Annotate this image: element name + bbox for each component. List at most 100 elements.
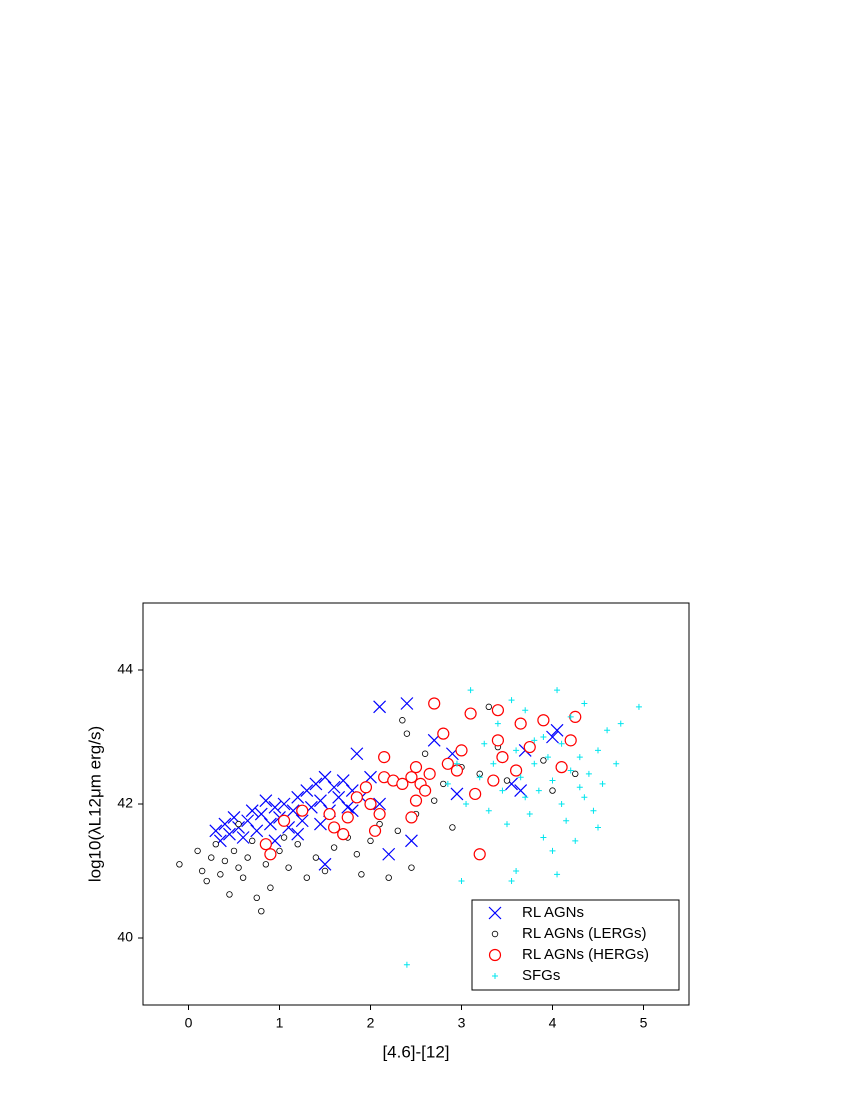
x-marker: [546, 730, 559, 744]
x-tick-label: 0: [185, 1015, 193, 1031]
plus-marker: [531, 760, 538, 767]
circle-marker: [491, 704, 504, 717]
plus-marker: [558, 801, 565, 807]
x-tick-label: 2: [367, 1015, 375, 1031]
plus-marker: [492, 973, 498, 979]
small-circle-marker: [276, 847, 283, 855]
x-tick-label: 1: [276, 1015, 284, 1031]
x-marker: [218, 817, 232, 831]
plus-marker: [604, 727, 611, 734]
x-marker: [286, 804, 300, 818]
x-marker: [318, 770, 332, 784]
x-marker: [382, 847, 396, 861]
plus-marker: [558, 740, 565, 747]
small-circle-marker: [258, 908, 265, 915]
plus-marker: [576, 784, 583, 791]
plus-marker: [581, 700, 588, 707]
circle-marker: [373, 807, 386, 821]
x-marker: [241, 814, 255, 828]
x-marker: [291, 790, 305, 804]
small-circle-marker: [403, 730, 411, 737]
circle-marker: [419, 784, 432, 797]
plus-marker: [522, 707, 529, 714]
small-circle-marker: [367, 837, 374, 845]
small-circle-marker: [572, 770, 579, 778]
x-marker: [254, 807, 268, 821]
plus-marker: [613, 760, 620, 767]
small-circle-marker: [399, 717, 406, 724]
small-circle-marker: [408, 864, 415, 871]
small-circle-marker: [330, 844, 338, 851]
x-marker: [250, 824, 264, 838]
x-marker: [263, 817, 277, 831]
small-circle-marker: [549, 787, 556, 794]
plus-marker: [535, 787, 542, 794]
x-marker: [245, 804, 259, 818]
plus-marker: [513, 747, 520, 754]
small-circle-marker: [503, 777, 511, 784]
x-marker: [268, 800, 282, 814]
small-circle-marker: [208, 854, 215, 861]
circle-marker: [378, 750, 391, 764]
legend-label: RL AGNs (HERGs): [522, 946, 649, 963]
small-circle-marker: [280, 834, 288, 841]
plus-marker: [585, 770, 592, 777]
small-circle-marker: [244, 854, 251, 861]
small-circle-marker: [203, 877, 210, 885]
x-marker: [327, 780, 341, 794]
small-circle-marker: [321, 867, 329, 875]
x-marker: [405, 834, 418, 848]
small-circle-marker: [239, 874, 247, 881]
plus-marker: [549, 777, 556, 784]
plus-marker: [481, 740, 488, 747]
circle-marker: [537, 714, 550, 727]
plus-marker: [490, 760, 497, 767]
circle-marker: [464, 707, 477, 720]
circle-marker: [368, 824, 382, 837]
legend-label: RL AGNs: [522, 904, 584, 921]
x-marker: [550, 723, 564, 737]
circle-marker: [359, 781, 373, 794]
circle-marker: [396, 777, 409, 791]
circle-marker: [364, 797, 377, 811]
small-circle-marker: [421, 750, 429, 757]
small-circle-marker: [226, 891, 233, 898]
plus-marker: [504, 821, 510, 828]
plus-marker: [494, 720, 501, 727]
plus-marker: [444, 780, 451, 787]
x-marker: [295, 814, 309, 828]
small-circle-marker: [358, 871, 365, 878]
circle-marker: [509, 764, 523, 777]
small-circle-marker: [449, 824, 456, 831]
small-circle-marker: [312, 854, 320, 861]
circle-marker: [496, 750, 509, 764]
plus-marker: [595, 824, 601, 831]
x-marker: [314, 817, 327, 831]
y-tick-label: 44: [117, 661, 133, 677]
plus-marker: [531, 737, 538, 744]
small-circle-marker: [431, 797, 438, 804]
plus-marker: [595, 747, 601, 754]
x-marker: [332, 790, 346, 804]
circle-marker: [487, 774, 500, 787]
small-circle-marker: [394, 827, 401, 834]
plus-marker: [590, 807, 597, 814]
plus-marker: [572, 837, 579, 844]
circle-marker: [350, 791, 363, 804]
x-marker: [259, 794, 273, 808]
circle-marker: [523, 740, 536, 754]
x-marker: [236, 831, 250, 844]
plus-marker: [513, 868, 520, 874]
small-circle-marker: [303, 874, 310, 881]
x-marker: [309, 777, 323, 791]
plus-marker: [476, 774, 483, 781]
small-circle-marker: [235, 820, 242, 828]
circle-marker: [428, 697, 441, 710]
circle-marker: [296, 804, 309, 817]
small-circle-marker: [230, 847, 238, 855]
small-circle-marker: [285, 864, 292, 871]
plus-marker: [467, 687, 474, 694]
small-circle-marker: [540, 757, 547, 764]
plus-marker: [567, 767, 574, 774]
